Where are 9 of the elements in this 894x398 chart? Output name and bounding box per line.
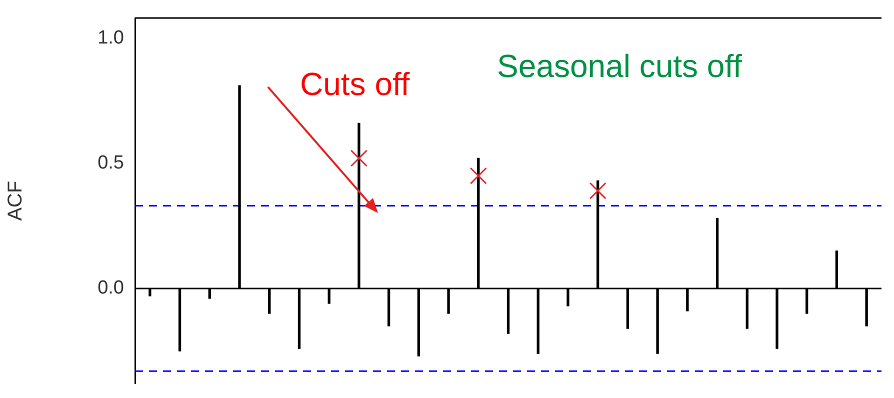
annotation: Cuts off [300,66,410,102]
y-tick-label: 0.5 [98,152,124,174]
y-tick-label: 0.0 [98,278,124,299]
y-tick-label: 1.0 [98,27,124,48]
y-axis-title: ACF [4,180,27,221]
annotation: Seasonal cuts off [497,48,742,84]
point [589,182,606,200]
point [350,150,368,167]
point [470,167,487,184]
